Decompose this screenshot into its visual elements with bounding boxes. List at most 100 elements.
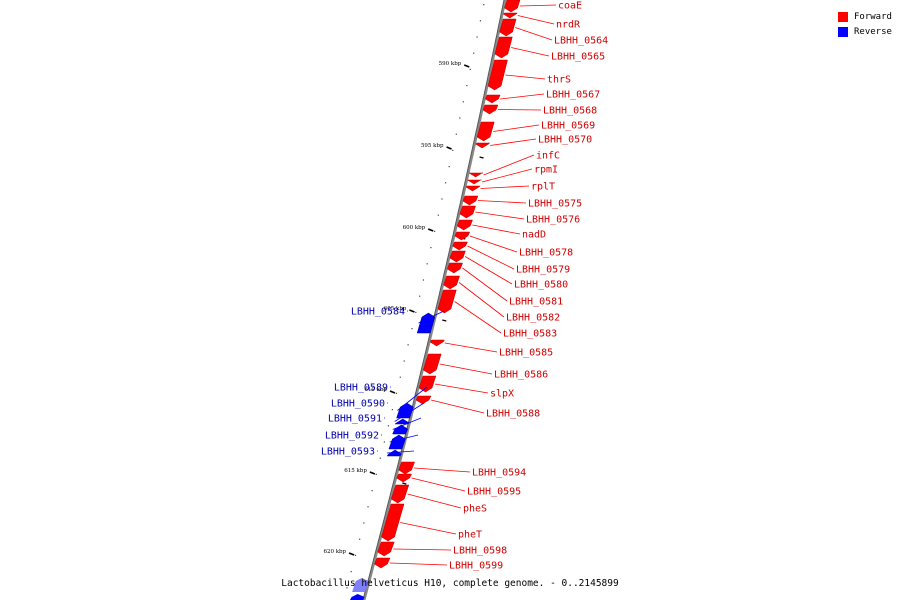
gene-label: LBHH_0575 [528, 199, 582, 210]
gene-label: LBHH_0580 [514, 280, 568, 291]
label-leader-line [467, 245, 515, 270]
gene-label: LBHH_0594 [472, 468, 526, 479]
grid-marker [442, 319, 447, 322]
minor-tick [391, 409, 393, 411]
tick-label: 620 kbp [323, 549, 346, 555]
gene-label: LBHH_0570 [538, 135, 592, 146]
tick-mark [427, 228, 434, 232]
label-leader-line [394, 402, 425, 422]
label-leader-line [439, 363, 493, 375]
legend-label-forward: Forward [854, 11, 892, 22]
minor-tick [434, 230, 436, 232]
minor-tick [403, 360, 405, 362]
gene-arrow-partial [350, 594, 365, 600]
gene-label: LBHH_0582 [506, 313, 560, 324]
legend: Forward Reverse [838, 9, 892, 39]
legend-item-forward: Forward [838, 9, 892, 24]
gene-arrow [392, 424, 409, 435]
label-leader-line [511, 47, 550, 57]
minor-tick [387, 425, 389, 427]
gene-arrow [388, 434, 406, 450]
label-leader-line [389, 562, 448, 566]
gene-label: LBHH_0589 [334, 383, 388, 394]
gene-label: LBHH_0592 [325, 431, 379, 442]
label-leader-line [519, 4, 557, 7]
tick-mark [348, 552, 355, 556]
minor-tick [371, 490, 373, 492]
minor-tick [483, 4, 485, 6]
label-leader-line [407, 493, 462, 509]
gene-label: LBHH_0579 [516, 265, 570, 276]
gene-label: LBHH_0595 [467, 487, 521, 498]
gene-arrow [374, 557, 391, 569]
gene-label: rplT [531, 182, 555, 193]
gene-label: LBHH_0569 [541, 121, 595, 132]
gene-label: pheS [463, 504, 487, 515]
gene-arrow [494, 36, 513, 59]
gene-arrow [476, 121, 495, 142]
label-leader-line [389, 434, 419, 443]
gene-arrow [465, 185, 481, 192]
gene-arrow [429, 339, 445, 347]
genome-backbone [362, 0, 507, 600]
minor-tick [455, 133, 457, 135]
legend-label-reverse: Reverse [854, 26, 892, 37]
minor-tick [350, 571, 352, 573]
gene-arrow [499, 18, 517, 37]
forward-swatch [838, 11, 848, 22]
gene-label: rpmI [534, 165, 558, 176]
minor-tick [422, 279, 425, 281]
label-leader-line [480, 185, 530, 189]
gene-label: LBHH_0583 [503, 329, 557, 340]
tick-label: 600 kbp [403, 225, 426, 231]
tick-label: 595 kbp [421, 143, 444, 149]
label-leader-line [462, 267, 508, 302]
gene-arrow [468, 172, 483, 178]
legend-item-reverse: Reverse [838, 24, 892, 39]
tick-label: 590 kbp [439, 61, 462, 67]
minor-tick [479, 20, 482, 22]
gene-arrow [394, 418, 410, 425]
scale-ticks: 590 kbp 595 kbp 600 kbp 605 kbp 610 kbp 615 k… [323, 4, 502, 589]
minor-tick [426, 263, 428, 265]
label-leader-line [469, 235, 518, 253]
gene-arrow [377, 541, 395, 557]
tick-label: 605 kbp [384, 306, 407, 312]
minor-tick [399, 376, 401, 378]
minor-tick [419, 295, 421, 297]
gene-arrow [452, 241, 468, 251]
label-leader-line [497, 109, 542, 111]
tick-label: 610 kbp [364, 387, 387, 393]
label-leader-line [397, 386, 428, 411]
minor-tick [359, 538, 361, 540]
minor-tick [441, 198, 443, 200]
minor-tick [476, 36, 478, 38]
gene-arrow [398, 461, 415, 475]
gene-arrow [504, 0, 521, 13]
gene-arrow [456, 219, 473, 231]
gene-arrow [475, 142, 491, 149]
label-leader-line [472, 224, 521, 235]
label-leader-line [458, 282, 505, 318]
minor-tick [395, 392, 397, 394]
gene-label: LBHH_0584 [351, 307, 405, 318]
label-leader-line [434, 383, 489, 394]
minor-tick [466, 85, 468, 87]
gene-label: LBHH_0568 [543, 106, 597, 117]
label-leader-line [493, 124, 540, 132]
genome-caption: Lactobacillus helveticus H10, complete g… [281, 578, 619, 589]
minor-tick [383, 441, 385, 443]
grid-marker [479, 156, 484, 159]
gene-arrow [415, 395, 432, 405]
gene-label: LBHH_0567 [546, 90, 600, 101]
gene-arrow [485, 94, 501, 104]
gene-label: LBHH_0576 [526, 215, 580, 226]
gene-arrow [416, 312, 436, 334]
backbone-line [362, 0, 507, 600]
gene-label: nrdR [556, 20, 581, 31]
gene-arrow [462, 195, 479, 206]
gene-arrow [390, 484, 410, 504]
gene-arrow [459, 205, 476, 219]
label-leader-line [490, 138, 537, 146]
label-leader-line [475, 211, 525, 220]
